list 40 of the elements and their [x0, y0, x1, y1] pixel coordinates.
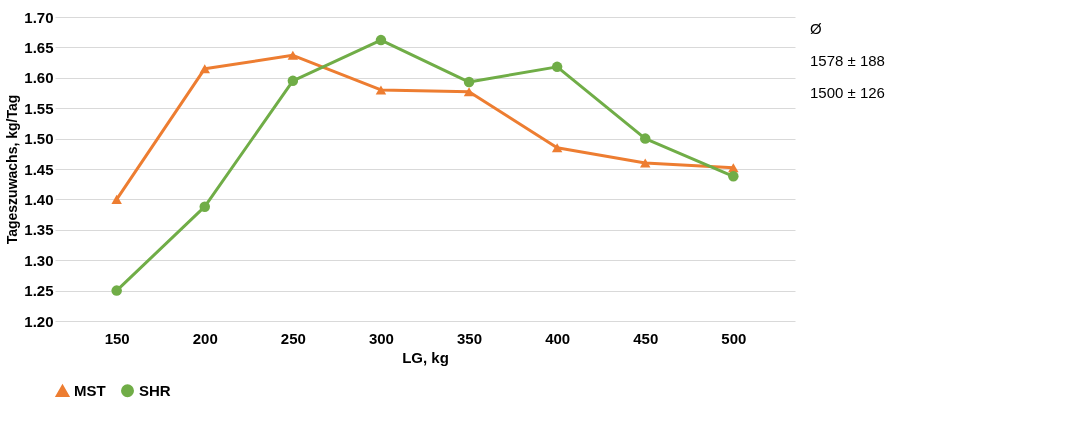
legend-label: MST	[74, 382, 106, 400]
y-tick-label: 1.65	[24, 38, 54, 56]
y-tick-label: 1.40	[24, 190, 54, 208]
point	[639, 133, 651, 144]
point	[287, 50, 299, 60]
y-tick-label: 1.35	[24, 221, 54, 239]
point	[287, 75, 299, 87]
y-tick-label: 1.45	[24, 160, 54, 178]
point	[111, 285, 122, 296]
point	[463, 76, 475, 88]
y-tick-label: 1.70	[24, 8, 54, 26]
x-tick-label: 500	[721, 329, 747, 347]
point	[199, 64, 211, 74]
y-tick-label: 1.50	[24, 130, 54, 148]
y-tick-label: 1.60	[24, 69, 54, 87]
y-tick-label: 1.55	[24, 99, 54, 117]
point	[728, 171, 739, 182]
y-tick-label: 1.20	[24, 312, 54, 330]
x-tick-label: 400	[545, 329, 571, 347]
text: 1578 ± 188	[810, 52, 885, 69]
x-tick-label: 350	[457, 329, 483, 347]
text: 1500 ± 126	[810, 84, 885, 101]
x-tick-label: 250	[280, 329, 306, 347]
text: Ø	[810, 20, 822, 37]
point	[199, 201, 211, 212]
y-axis-title: Tageszuwachs, kg/Tag	[4, 94, 21, 245]
point	[551, 143, 563, 153]
legend-label: SHR	[139, 381, 171, 399]
x-tick-label: 150	[104, 329, 130, 347]
x-tick-label: 450	[633, 329, 659, 347]
point	[111, 194, 122, 204]
y-tick-label: 1.25	[24, 282, 54, 300]
y-tick-label: 1.30	[24, 251, 54, 269]
x-tick-label: 200	[192, 329, 218, 347]
point	[375, 34, 387, 46]
point	[463, 87, 475, 97]
point	[375, 85, 387, 95]
point	[551, 61, 563, 73]
x-axis-title: LG, kg	[402, 348, 449, 366]
x-tick-label: 300	[368, 329, 394, 347]
